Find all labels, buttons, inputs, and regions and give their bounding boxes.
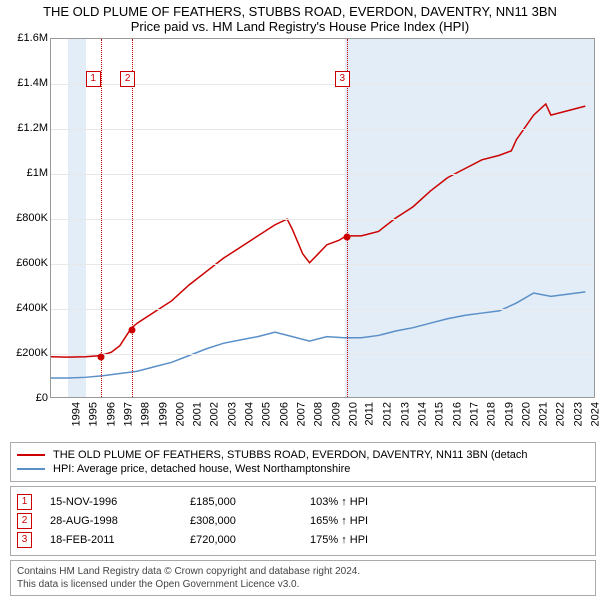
sale-dot [344,234,351,241]
x-tick-label: 1999 [157,402,169,426]
sale-pct: 165% ↑ HPI [310,515,368,527]
x-tick-label: 2014 [417,402,429,426]
y-tick-label: £1.2M [4,122,48,134]
x-tick-label: 2002 [209,402,221,426]
axes-container: £0£200K£400K£600K£800K£1M£1.2M£1.4M£1.6M… [0,38,600,398]
x-tick-label: 1996 [105,402,117,426]
x-tick-label: 1998 [140,402,152,426]
y-tick-label: £600K [4,257,48,269]
x-tick-label: 1994 [70,402,82,426]
y-tick-label: £1.4M [4,77,48,89]
y-tick-label: £1M [4,167,48,179]
x-tick-label: 2023 [572,402,584,426]
event-marker: 2 [120,71,135,87]
legend-label: HPI: Average price, detached house, West… [53,463,350,475]
sale-date: 18-FEB-2011 [50,534,190,546]
x-tick-label: 2005 [261,402,273,426]
event-vline [101,39,102,397]
sale-date: 15-NOV-1996 [50,496,190,508]
x-tick-label: 2009 [330,402,342,426]
sale-row: 3 18-FEB-2011£720,000175% ↑ HPI [17,532,589,548]
sale-marker: 1 [17,494,32,510]
x-tick-label: 2007 [295,402,307,426]
sales-table: 1 15-NOV-1996£185,000103% ↑ HPI 2 28-AUG-19… [10,486,596,556]
y-tick-label: £1.6M [4,32,48,44]
sale-row: 1 15-NOV-1996£185,000103% ↑ HPI [17,494,589,510]
sale-price: £185,000 [190,496,310,508]
x-tick-label: 1997 [122,402,134,426]
x-tick-label: 2015 [434,402,446,426]
x-axis: 1994 1995 1996 1997 1998 1999 2000 2001 2002 2003… [50,398,595,436]
x-tick-label: 2012 [382,402,394,426]
x-tick-label: 2008 [313,402,325,426]
y-tick-label: £400K [4,302,48,314]
event-vline [132,39,133,397]
chart-subtitle: Price paid vs. HM Land Registry's House … [0,19,600,34]
x-tick-label: 2013 [399,402,411,426]
y-tick-label: £0 [4,392,48,404]
x-tick-label: 2024 [590,402,600,426]
x-tick-label: 2001 [192,402,204,426]
legend-item: HPI: Average price, detached house, West… [17,463,589,475]
sale-price: £308,000 [190,515,310,527]
x-tick-label: 2020 [520,402,532,426]
x-tick-label: 2006 [278,402,290,426]
sale-marker: 2 [17,513,32,529]
x-tick-label: 2016 [451,402,463,426]
sale-row: 2 28-AUG-1998£308,000165% ↑ HPI [17,513,589,529]
legend-swatch [17,454,45,456]
sale-dot [97,354,104,361]
x-tick-label: 2018 [486,402,498,426]
footer-line: Contains HM Land Registry data © Crown c… [17,565,589,578]
legend-label: THE OLD PLUME OF FEATHERS, STUBBS ROAD, … [53,449,528,461]
event-marker: 3 [335,71,350,87]
legend-swatch [17,468,45,470]
x-tick-label: 2011 [364,402,376,426]
chart-container: THE OLD PLUME OF FEATHERS, STUBBS ROAD, … [0,4,600,596]
legend-item: THE OLD PLUME OF FEATHERS, STUBBS ROAD, … [17,449,589,461]
y-tick-label: £800K [4,212,48,224]
x-tick-label: 2004 [244,402,256,426]
sale-pct: 103% ↑ HPI [310,496,368,508]
sale-dot [128,326,135,333]
x-tick-label: 2019 [503,402,515,426]
legend: THE OLD PLUME OF FEATHERS, STUBBS ROAD, … [10,442,596,482]
sale-price: £720,000 [190,534,310,546]
sale-date: 28-AUG-1998 [50,515,190,527]
x-tick-label: 2022 [555,402,567,426]
event-vline [347,39,348,397]
attribution-footer: Contains HM Land Registry data © Crown c… [10,560,596,596]
x-tick-label: 2000 [174,402,186,426]
chart-title: THE OLD PLUME OF FEATHERS, STUBBS ROAD, … [0,4,600,19]
footer-line: This data is licensed under the Open Gov… [17,578,589,591]
x-tick-label: 2010 [347,402,359,426]
x-tick-label: 2003 [226,402,238,426]
sale-marker: 3 [17,532,32,548]
x-tick-label: 2017 [468,402,480,426]
plot-area: 1 2 3 [50,38,595,398]
x-tick-label: 1995 [88,402,100,426]
x-tick-label: 2021 [538,402,550,426]
sale-pct: 175% ↑ HPI [310,534,368,546]
event-marker: 1 [86,71,101,87]
y-tick-label: £200K [4,347,48,359]
